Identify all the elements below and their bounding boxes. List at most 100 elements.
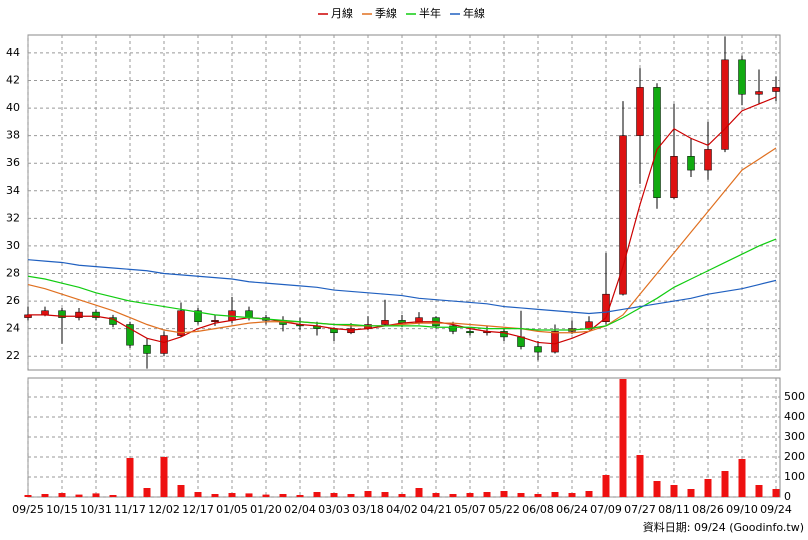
x-tick-label: 03/18: [352, 503, 384, 516]
x-tick-label: 04/21: [420, 503, 452, 516]
candle-body: [534, 346, 542, 353]
volume-bar: [534, 494, 542, 497]
volume-bar: [772, 489, 780, 497]
volume-bar: [262, 494, 270, 497]
volume-bar: [58, 493, 66, 497]
y-tick-label: 22: [6, 349, 20, 362]
candle-body: [41, 310, 49, 316]
volume-bar: [653, 481, 661, 497]
x-tick-label: 07/27: [624, 503, 656, 516]
volume-bar: [92, 493, 100, 497]
volume-bar: [228, 493, 236, 497]
moving-average-line: [27, 238, 777, 331]
x-tick-label: 09/24: [760, 503, 792, 516]
y2-tick-label: 100: [784, 470, 805, 483]
legend-label: 月線: [331, 6, 353, 20]
y-tick-label: 34: [6, 184, 20, 197]
volume-bar: [466, 493, 474, 497]
x-tick-label: 04/02: [386, 503, 418, 516]
candle-body: [211, 320, 219, 322]
y2-tick-label: 300: [784, 430, 805, 443]
volume-bar: [381, 492, 389, 497]
x-tick-label: 09/10: [726, 503, 758, 516]
volume-bar: [211, 494, 219, 497]
candle-body: [92, 311, 100, 318]
y2-tick-label: 500: [784, 390, 805, 403]
candle-body: [466, 331, 474, 334]
moving-average-line: [27, 259, 777, 315]
x-tick-label: 02/04: [284, 503, 316, 516]
volume-bar: [483, 492, 491, 497]
volume-bar: [109, 495, 117, 497]
volume-frame: [27, 377, 781, 498]
x-tick-label: 09/25: [12, 503, 44, 516]
y-tick-label: 44: [6, 46, 20, 59]
volume-bar: [279, 494, 287, 497]
candle-body: [58, 310, 66, 318]
volume-bar: [160, 457, 168, 497]
volume-bar: [296, 495, 304, 497]
x-tick-label: 03/03: [318, 503, 350, 516]
volume-bar: [398, 494, 406, 497]
candle-body: [347, 328, 355, 334]
volume-bar: [500, 491, 508, 497]
candle-body: [194, 310, 202, 322]
y-tick-label: 38: [6, 129, 20, 142]
legend-label: 半年: [419, 6, 441, 20]
y-tick-label: 24: [6, 322, 20, 335]
y2-tick-label: 400: [784, 410, 805, 423]
candle-body: [721, 59, 729, 150]
x-tick-label: 12/17: [182, 503, 214, 516]
x-tick-label: 08/26: [692, 503, 724, 516]
candle-body: [143, 344, 151, 354]
volume-bar: [24, 495, 32, 497]
volume-bar: [347, 494, 355, 497]
volume-bar: [517, 493, 525, 497]
footer: 資料日期: 09/24 (Goodinfo.tw): [643, 520, 804, 534]
candle-body: [160, 335, 168, 354]
candle-body: [755, 91, 763, 95]
volume-bar: [619, 379, 627, 497]
volume-bar: [364, 491, 372, 497]
x-tick-label: 01/05: [216, 503, 248, 516]
candle-body: [687, 156, 695, 171]
volume-bar: [126, 458, 134, 497]
candle-body: [245, 310, 253, 318]
candle-body: [585, 321, 593, 329]
legend-label: 年線: [463, 6, 485, 20]
legend-label: 季線: [375, 6, 397, 20]
y-tick-label: 40: [6, 101, 20, 114]
candle-body: [619, 135, 627, 295]
volume-bar: [551, 492, 559, 497]
volume-bar: [194, 492, 202, 497]
x-tick-label: 10/15: [46, 503, 78, 516]
volume-bar: [721, 471, 729, 497]
candle-body: [551, 331, 559, 353]
y-tick-label: 26: [6, 294, 20, 307]
volume-bar: [41, 494, 49, 497]
x-tick-label: 11/17: [114, 503, 146, 516]
x-tick-label: 08/11: [658, 503, 690, 516]
volume-bar: [568, 493, 576, 497]
volume-bar: [245, 493, 253, 497]
volume-bar: [75, 494, 83, 497]
x-tick-label: 07/09: [590, 503, 622, 516]
candle-body: [704, 149, 712, 171]
volume-bar: [177, 485, 185, 497]
x-tick-label: 06/08: [522, 503, 554, 516]
candle-body: [653, 87, 661, 198]
volume-bar: [449, 494, 457, 497]
moving-average-line: [28, 96, 777, 345]
y-tick-label: 30: [6, 239, 20, 252]
volume-bar: [636, 455, 644, 497]
candle-body: [738, 59, 746, 95]
y-tick-label: 28: [6, 266, 20, 279]
x-tick-label: 06/24: [556, 503, 588, 516]
candle-body: [449, 325, 457, 332]
volume-bar: [704, 479, 712, 497]
candle-body: [772, 87, 780, 92]
volume-bar: [602, 475, 610, 497]
volume-bar: [313, 492, 321, 497]
x-tick-label: 01/20: [250, 503, 282, 516]
candle-body: [126, 324, 134, 346]
